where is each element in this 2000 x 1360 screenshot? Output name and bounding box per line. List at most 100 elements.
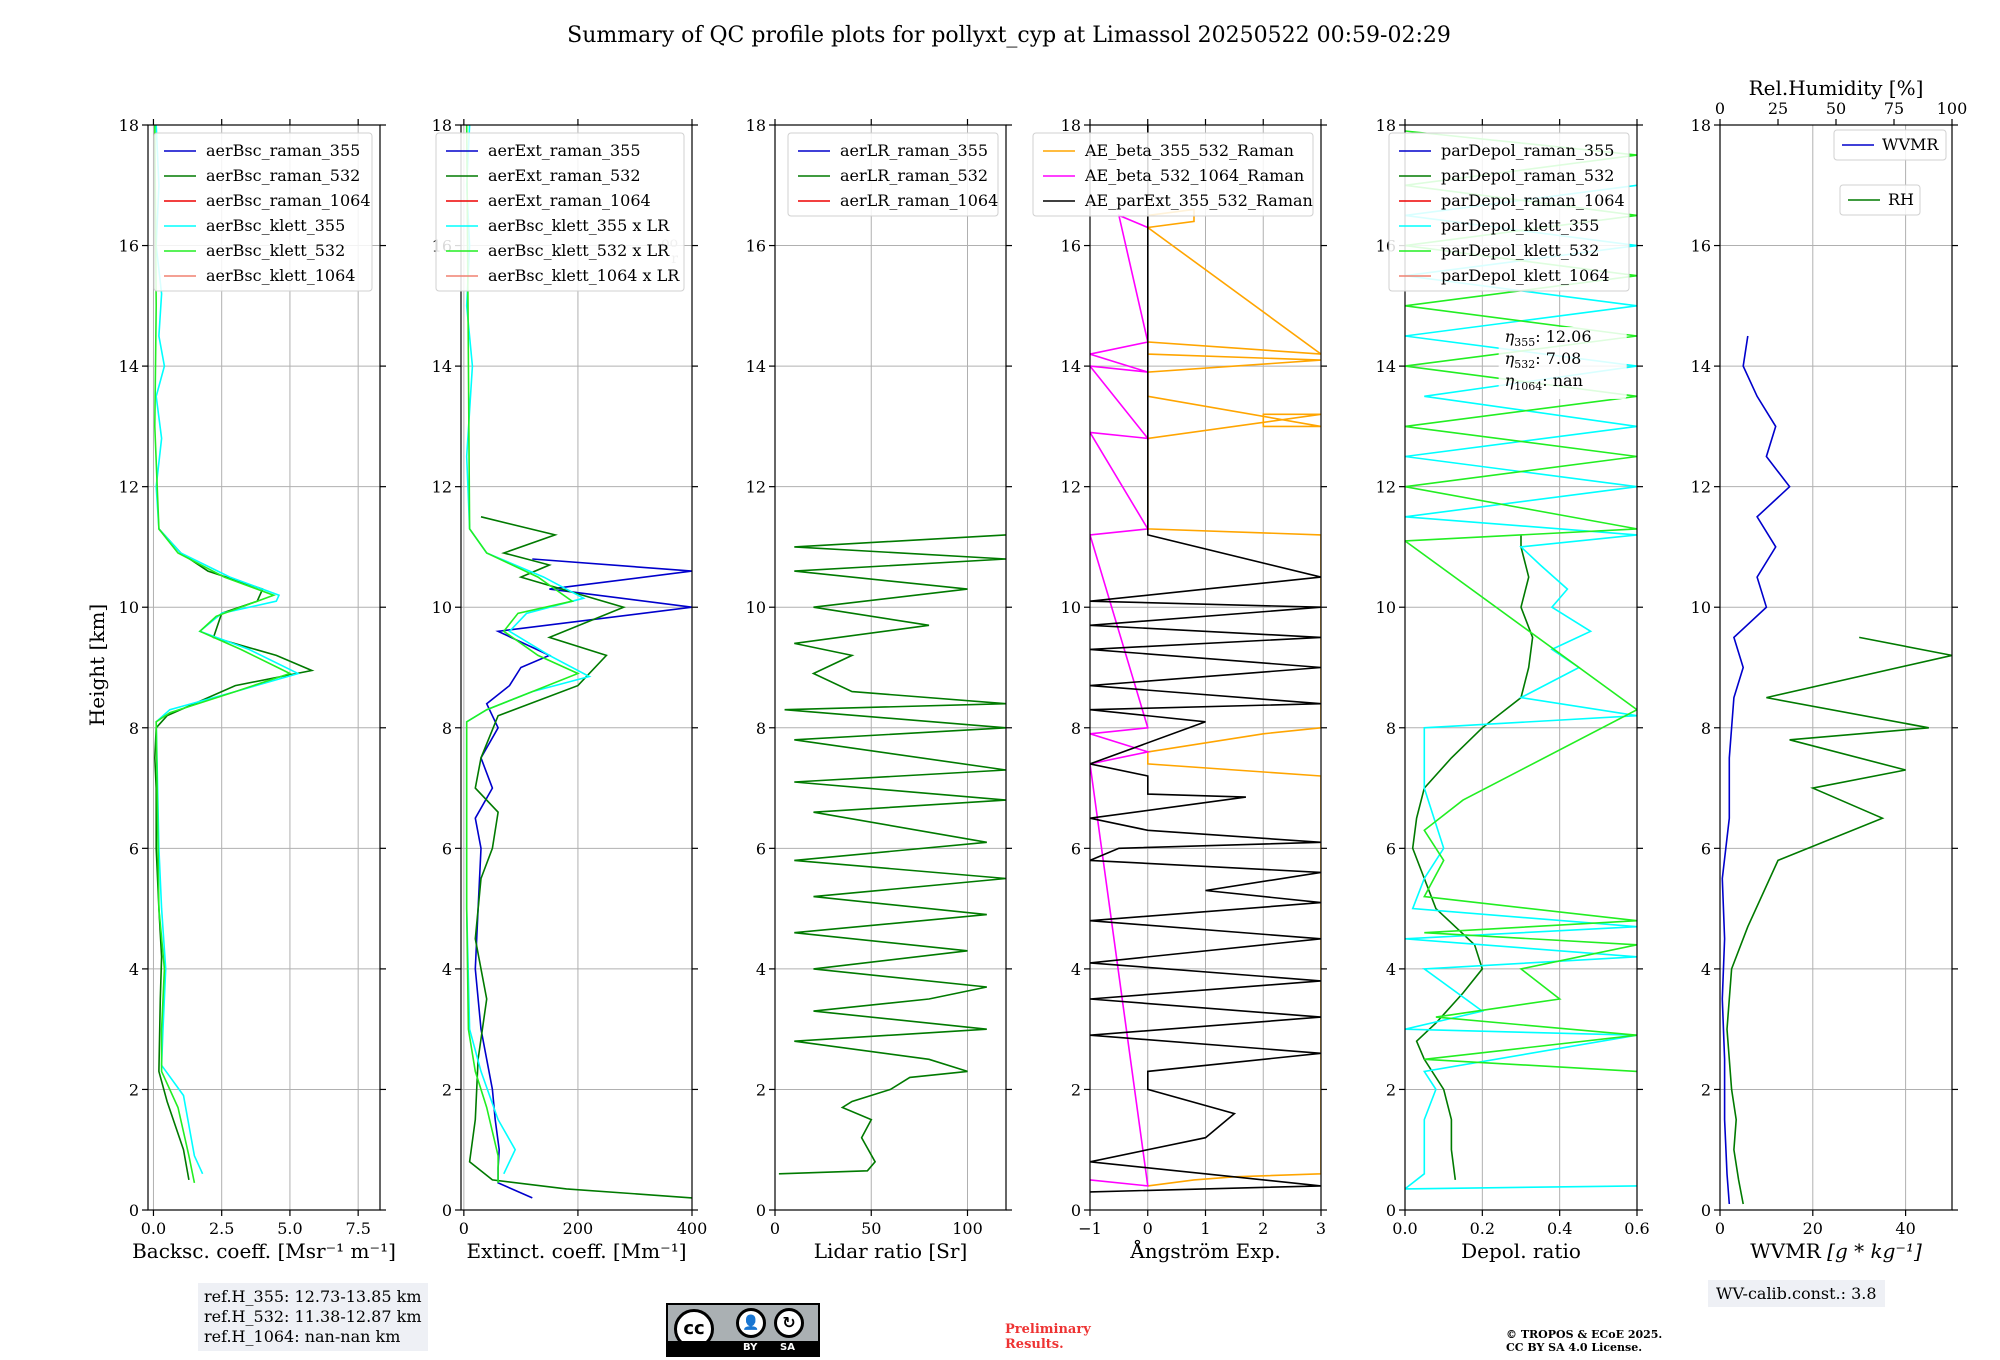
legend-box <box>153 132 373 292</box>
y-tick-label: 8 <box>129 719 139 738</box>
y-tick-label: 18 <box>119 116 139 135</box>
legend-box <box>435 132 685 292</box>
series-line-aerbsc-klett-355 <box>155 125 301 1175</box>
x-tick-label: 5.0 <box>277 1219 302 1238</box>
x-tick-label: 50 <box>861 1219 881 1238</box>
series-group <box>465 125 692 1199</box>
legend-entry-aerlr-raman-355: aerLR_raman_355 <box>840 141 988 160</box>
x-tick-label: 200 <box>563 1219 594 1238</box>
eta-symbol: η <box>1505 371 1515 390</box>
y-tick-label: 10 <box>432 598 452 617</box>
eta-annotation-355: η355: 12.06 <box>1505 327 1592 349</box>
x-tick-label: 400 <box>677 1219 708 1238</box>
y-tick-label: 2 <box>1701 1080 1711 1099</box>
x-axis-unit: [g * kg⁻¹] <box>1827 1239 1922 1263</box>
x-tick-label: 0.4 <box>1547 1219 1572 1238</box>
legend-entry-aerbsc-klett-1064-x-lr: aerBsc_klett_1064 x LR <box>488 266 680 285</box>
legend-box <box>1388 132 1630 292</box>
y-tick-label: 6 <box>1386 839 1396 858</box>
y-tick-label: 6 <box>442 839 452 858</box>
y-tick-label: 18 <box>1691 116 1711 135</box>
y-tick-label: 4 <box>1386 960 1396 979</box>
license-by-label: BY <box>743 1342 758 1353</box>
plot-frame <box>1404 124 1638 1211</box>
y-tick-label: 6 <box>1071 839 1081 858</box>
series-line-aerext-raman-532 <box>468 516 692 1199</box>
legend-entry-ae-parext-355-532-raman: AE_parExt_355_532_Raman <box>1084 191 1313 210</box>
y-tick-label: 2 <box>129 1080 139 1099</box>
eta-value: : 12.06 <box>1535 327 1591 346</box>
y-tick-label: 2 <box>756 1080 766 1099</box>
series-line-ae-parext-355-532-raman <box>1090 125 1321 1193</box>
legend-entry-pardepol-klett-355: parDepol_klett_355 <box>1441 216 1599 235</box>
series-line-wvmr <box>1721 335 1791 1205</box>
y-tick-label: 14 <box>1376 357 1396 376</box>
legend-entry-aerbsc-raman-1064: aerBsc_raman_1064 <box>206 191 371 210</box>
y-tick-label: 2 <box>442 1080 452 1099</box>
plot-frame <box>1719 124 1953 1211</box>
legend-entry-ae-beta-532-1064-raman: AE_beta_532_1064_Raman <box>1084 166 1304 185</box>
y-tick-label: 10 <box>1691 598 1711 617</box>
eta-symbol: η <box>1505 349 1515 368</box>
legend-box <box>787 132 999 217</box>
legend-entry-rh: RH <box>1888 190 1914 209</box>
y-tick-label: 16 <box>1061 237 1081 256</box>
x-tick-label: 20 <box>1803 1219 1823 1238</box>
eta-annotation-box <box>1498 327 1627 399</box>
x-tick-label: 0.0 <box>1392 1219 1417 1238</box>
series-line-aerbsc-klett-532 <box>153 125 293 1184</box>
y-tick-label: 4 <box>129 960 139 979</box>
x-tick-label: 3 <box>1316 1219 1326 1238</box>
y-tick-label: 8 <box>1386 719 1396 738</box>
y-tick-label: 0 <box>442 1201 452 1220</box>
y-tick-label: 10 <box>1376 598 1396 617</box>
legend-box-wvmr <box>1833 129 1947 161</box>
cc-by-sa-license-badge: cc 👤 ↻ BY SA <box>666 1303 820 1357</box>
y-tick-label: 8 <box>756 719 766 738</box>
x2-tick-label: 50 <box>1826 99 1846 118</box>
y-tick-label: 2 <box>1386 1080 1396 1099</box>
x-axis-label: Depol. ratio <box>1461 1239 1581 1263</box>
legend-entry-aerext-raman-1064: aerExt_raman_1064 <box>488 191 651 210</box>
series-group <box>1721 335 1952 1205</box>
x2-tick-label: 100 <box>1937 99 1968 118</box>
y-tick-label: 10 <box>1061 598 1081 617</box>
legend-entry-aerext-raman-355: aerExt_raman_355 <box>488 141 641 160</box>
eta-symbol: η <box>1505 327 1515 346</box>
x-axis-label: Backsc. coeff. [Msr⁻¹ m⁻¹] <box>132 1239 396 1263</box>
legend-entry-pardepol-klett-532: parDepol_klett_532 <box>1441 241 1599 260</box>
x-tick-label: −1 <box>1078 1219 1102 1238</box>
wv-calibration-constant: WV-calib.const.: 3.8 <box>1708 1280 1885 1307</box>
y-tick-label: 4 <box>442 960 452 979</box>
x-tick-label: 7.5 <box>345 1219 370 1238</box>
legend-entry-aerbsc-raman-532: aerBsc_raman_532 <box>206 166 360 185</box>
y-tick-label: 8 <box>442 719 452 738</box>
y-tick-label: 4 <box>1701 960 1711 979</box>
x-tick-label: 100 <box>952 1219 983 1238</box>
y-tick-label: 12 <box>1691 478 1711 497</box>
x-tick-label: 0.2 <box>1470 1219 1495 1238</box>
series-group <box>778 534 1006 1175</box>
y-tick-label: 16 <box>119 237 139 256</box>
x-tick-label: 2 <box>1258 1219 1268 1238</box>
y-tick-label: 16 <box>1691 237 1711 256</box>
y-tick-label: 4 <box>1071 960 1081 979</box>
legend-box <box>1032 132 1314 217</box>
x-tick-label: 0 <box>1715 1219 1725 1238</box>
x-tick-label: 0 <box>1143 1219 1153 1238</box>
license-sa-label: SA <box>780 1342 795 1353</box>
share-alike-icon: ↻ <box>774 1308 804 1338</box>
legend-entry-aerbsc-klett-1064: aerBsc_klett_1064 <box>206 266 355 285</box>
eta-annotation-532: η532: 7.08 <box>1505 349 1582 371</box>
y-tick-label: 18 <box>1061 116 1081 135</box>
legend-entry-aerlr-raman-1064: aerLR_raman_1064 <box>840 191 998 210</box>
plot-frame <box>460 124 693 1211</box>
legend-entry-aerext-raman-532: aerExt_raman_532 <box>488 166 641 185</box>
eta-subscript: 532 <box>1514 358 1535 371</box>
y-tick-label: 18 <box>746 116 766 135</box>
